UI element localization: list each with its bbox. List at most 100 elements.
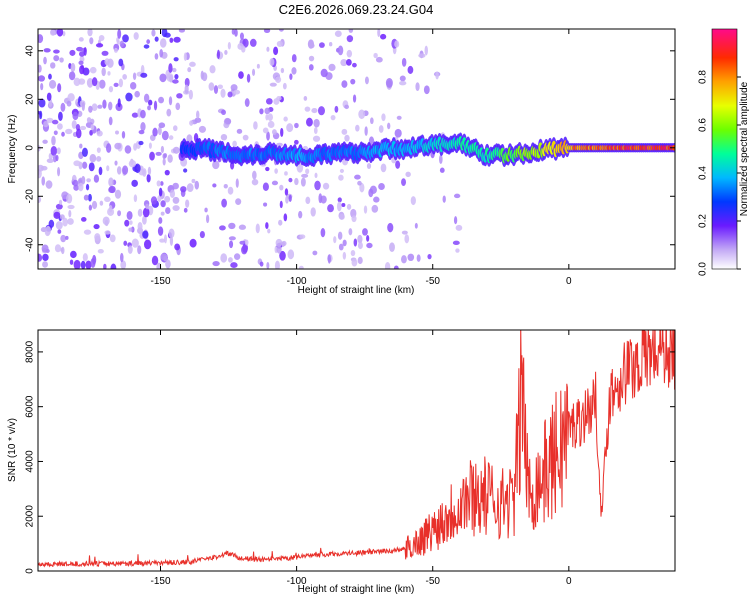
colorbar-tick-label: 0.6 xyxy=(698,118,709,132)
spectrogram-noise-cell xyxy=(46,158,54,164)
spectrogram-noise-cell xyxy=(238,71,244,79)
spectrogram-noise-cell xyxy=(147,166,152,176)
spectrogram-noise-cell xyxy=(162,158,166,166)
x-tick-label: -50 xyxy=(425,276,440,287)
spectrogram-noise-cell xyxy=(427,254,432,260)
y-tick-label: 8000 xyxy=(25,340,36,363)
spectrogram-noise-cell xyxy=(55,221,63,230)
spectrogram-noise-cell xyxy=(351,215,357,223)
spectrogram-noise-cell xyxy=(172,79,179,84)
spectrogram-noise-cell xyxy=(366,242,373,249)
spectrogram-noise-cell xyxy=(183,168,188,173)
colorbar-tick-label: 0.2 xyxy=(698,214,709,228)
spectrogram-noise-cell xyxy=(169,74,174,83)
spectrogram-noise-cell xyxy=(341,80,348,88)
spectrogram-noise-cell xyxy=(57,167,61,177)
spectrogram-noise-cell xyxy=(121,131,126,139)
spectrogram-noise-cell xyxy=(338,243,344,251)
spectrogram-noise-cell xyxy=(224,118,232,125)
spectrogram-noise-cell xyxy=(98,79,106,89)
spectrogram-noise-cell xyxy=(82,161,88,169)
spectrogram-noise-cell xyxy=(252,170,257,180)
spectrogram-noise-cell xyxy=(354,174,361,180)
spectrogram-noise-cell xyxy=(43,120,49,128)
spectrogram-noise-cell xyxy=(62,217,68,227)
spectrogram-noise-cell xyxy=(364,76,369,85)
spectrogram-noise-cell xyxy=(80,260,86,269)
spectrogram-noise-cell xyxy=(359,182,365,193)
spectrogram-noise-cell xyxy=(399,80,407,86)
spectrogram-noise-cell xyxy=(96,147,101,153)
spectrogram-noise-cell xyxy=(212,261,220,267)
spectrogram-noise-cell xyxy=(113,82,119,88)
spectrogram-noise-cell xyxy=(279,200,283,209)
spectrogram-noise-cell xyxy=(274,260,280,269)
spectrogram-noise-cell xyxy=(180,186,187,193)
spectrogram-noise-cell xyxy=(56,29,64,37)
spectrogram-noise-cell xyxy=(110,263,117,269)
spectrogram-noise-cell xyxy=(342,251,347,260)
spectrogram-noise-cell xyxy=(416,254,421,262)
spectrogram-noise-cell xyxy=(102,216,110,226)
spectrogram-noise-cell xyxy=(91,77,98,87)
spectrogram-noise-cell xyxy=(125,92,133,102)
spectrogram-noise-cell xyxy=(119,40,125,48)
snr-xlabel: Height of straight line (km) xyxy=(298,584,415,595)
spectrogram-noise-cell xyxy=(357,256,363,265)
spectrogram-noise-cell xyxy=(138,130,145,135)
spectrogram-noise-cell xyxy=(146,39,151,44)
spectrogram-noise-cell xyxy=(189,61,196,67)
spectrogram-noise-cell xyxy=(168,135,174,140)
snr-frame xyxy=(37,329,676,572)
spectrogram-noise-cell xyxy=(142,168,147,177)
spectrogram-noise-cell xyxy=(337,197,342,203)
spectrogram-noise-cell xyxy=(90,258,96,268)
spectrogram-noise-cell xyxy=(168,228,175,238)
spectrogram-noise-cell xyxy=(185,199,190,208)
spectrogram-noise-cell xyxy=(122,165,129,175)
y-tick-label: -20 xyxy=(25,189,36,204)
spectrogram-noise-cell xyxy=(103,263,107,269)
spectrogram-noise-cell xyxy=(56,147,61,155)
spectrogram-noise-cell xyxy=(61,246,65,255)
spectrogram-noise-cell xyxy=(156,180,161,187)
spectrogram-noise-cell xyxy=(124,219,130,227)
spectrogram-noise-cell xyxy=(344,134,350,142)
snr-y-ticks: 0 2000 4000 6000 8000 xyxy=(25,340,675,574)
spectrogram-noise-cell xyxy=(220,253,228,263)
spectrogram-noise-cell xyxy=(455,248,460,253)
spectrogram-noise-cell xyxy=(338,174,344,181)
spectrogram-noise-cell xyxy=(286,123,294,133)
spectrogram-noise-cell xyxy=(172,196,180,204)
spectrogram-noise-cell xyxy=(65,128,73,135)
spectrogram-noise-cell xyxy=(122,34,129,43)
spectrogram-noise-cell xyxy=(49,79,57,89)
spectrogram-noise-cell xyxy=(62,31,66,37)
spectrogram-noise-cell xyxy=(143,93,150,103)
spectrogram-noise-cell xyxy=(94,233,101,241)
snr-x-ticks: -150 -100 -50 0 xyxy=(150,330,572,587)
spectrogram-noise-cell xyxy=(266,261,270,269)
spectrogram-noise-cell xyxy=(357,234,363,244)
spectrogram-noise-cell xyxy=(346,59,352,66)
spectrogram-noise-cell xyxy=(55,203,63,210)
spectrogram-noise-cell xyxy=(59,214,65,220)
spectrogram-noise-cell xyxy=(364,126,368,136)
y-tick-label: 2000 xyxy=(25,505,36,528)
spectrogram-noise-cell xyxy=(50,29,56,36)
spectrogram-noise-cell xyxy=(357,241,363,250)
spectrogram-noise-cell xyxy=(78,182,84,192)
spectrogram-noise-cell xyxy=(358,109,366,120)
spectrogram-noise-cell xyxy=(296,163,304,173)
spectrogram-noise-cell xyxy=(424,45,428,56)
spectrogram-noise-cell xyxy=(312,250,318,256)
spectrogram-noise-cell xyxy=(375,56,383,63)
spectrogram-noise-cell xyxy=(151,29,156,37)
spectrogram-noise-cell xyxy=(106,165,110,172)
spectrogram-noise-cell xyxy=(104,230,111,235)
spectrogram-noise-cell xyxy=(198,125,207,133)
spectrogram-noise-cell xyxy=(184,77,190,87)
spectrogram-noise-cell xyxy=(256,63,260,69)
spectrogram-noise-cell xyxy=(78,37,84,42)
spectrogram-noise-cell xyxy=(89,37,94,45)
